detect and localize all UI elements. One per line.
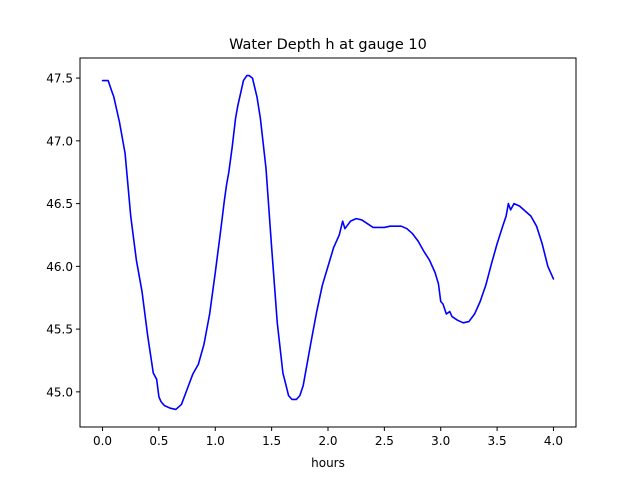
y-axis-ticks: 45.0 45.5 46.0 46.5 47.0 47.5 xyxy=(46,72,80,399)
x-axis-ticks: 0.0 0.5 1.0 1.5 2.0 2.5 3.0 3.5 4.0 xyxy=(93,427,563,448)
x-axis-label: hours xyxy=(311,456,345,470)
chart-title: Water Depth h at gauge 10 xyxy=(229,37,427,53)
y-tick-label: 45.5 xyxy=(46,323,73,337)
plot-area-frame xyxy=(79,57,577,428)
x-tick-label: 2.0 xyxy=(318,434,337,448)
plot-series-group xyxy=(101,74,555,411)
y-tick-label: 47.0 xyxy=(46,134,73,148)
x-tick-label: 1.0 xyxy=(206,434,225,448)
y-tick-label: 46.0 xyxy=(46,260,73,274)
x-tick-label: 0.5 xyxy=(149,434,168,448)
x-tick-label: 3.5 xyxy=(488,434,507,448)
y-tick-label: 46.5 xyxy=(46,197,73,211)
y-tick-label: 45.0 xyxy=(46,385,73,399)
x-tick-label: 2.5 xyxy=(375,434,394,448)
x-tick-label: 4.0 xyxy=(544,434,563,448)
x-tick-label: 0.0 xyxy=(93,434,112,448)
y-tick-label: 47.5 xyxy=(46,72,73,86)
x-tick-label: 3.0 xyxy=(431,434,450,448)
water-depth-series-line xyxy=(101,74,555,411)
x-tick-label: 1.5 xyxy=(262,434,281,448)
